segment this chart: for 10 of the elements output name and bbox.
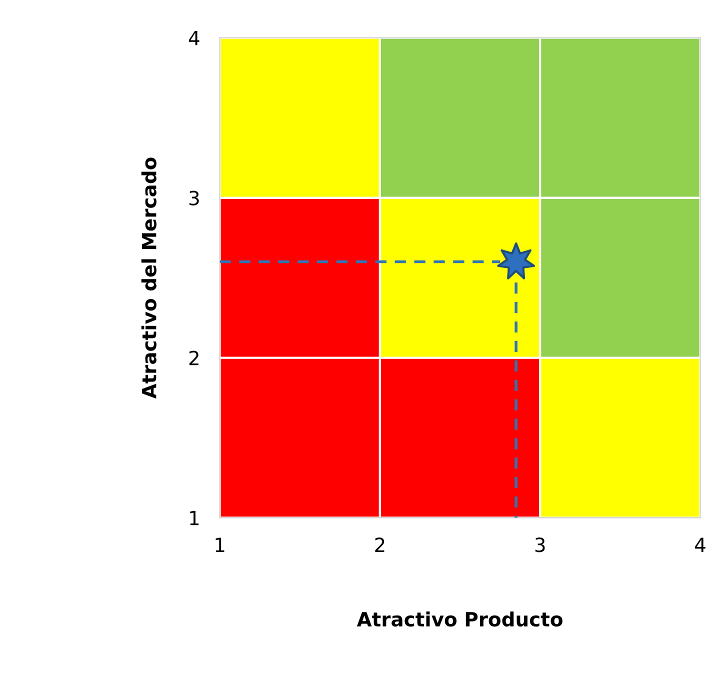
y-axis-title: Atractivo del Mercado [141, 158, 156, 399]
y-tick-label: 4 [188, 31, 200, 46]
x-tick-label: 1 [216, 538, 224, 552]
y-tick-label: 2 [189, 350, 198, 366]
y-tick-label: 3 [189, 190, 199, 206]
x-tick-label: 2 [375, 538, 384, 552]
y-tick-label: 1 [190, 510, 199, 526]
x-axis-title: Atractivo Producto [356, 612, 562, 627]
x-tick-label: 4 [695, 538, 706, 552]
x-tick-label: 3 [535, 538, 545, 552]
